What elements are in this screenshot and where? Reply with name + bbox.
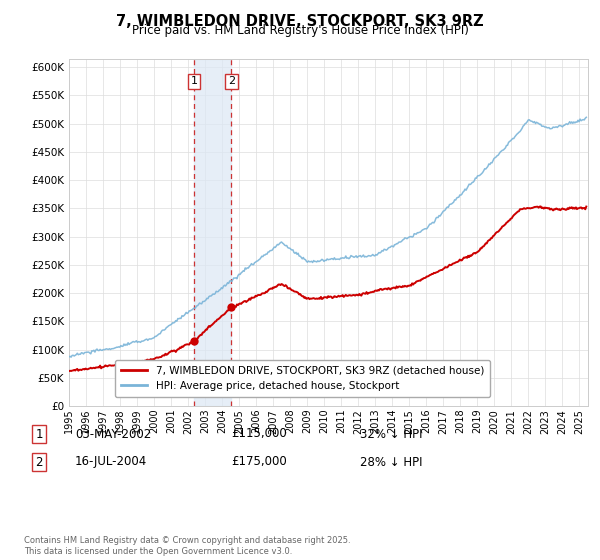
Text: 16-JUL-2004: 16-JUL-2004	[75, 455, 147, 469]
Text: 1: 1	[190, 76, 197, 86]
Text: 03-MAY-2002: 03-MAY-2002	[75, 427, 151, 441]
Bar	[194, 59, 232, 406]
Text: £175,000: £175,000	[231, 455, 287, 469]
Text: Price paid vs. HM Land Registry's House Price Index (HPI): Price paid vs. HM Land Registry's House …	[131, 24, 469, 37]
Text: Contains HM Land Registry data © Crown copyright and database right 2025.
This d: Contains HM Land Registry data © Crown c…	[24, 536, 350, 556]
Text: 32% ↓ HPI: 32% ↓ HPI	[360, 427, 422, 441]
Text: 2: 2	[35, 455, 43, 469]
Text: 2: 2	[228, 76, 235, 86]
Legend: 7, WIMBLEDON DRIVE, STOCKPORT, SK3 9RZ (detached house), HPI: Average price, det: 7, WIMBLEDON DRIVE, STOCKPORT, SK3 9RZ (…	[115, 360, 490, 397]
Text: 1: 1	[35, 427, 43, 441]
Text: 7, WIMBLEDON DRIVE, STOCKPORT, SK3 9RZ: 7, WIMBLEDON DRIVE, STOCKPORT, SK3 9RZ	[116, 14, 484, 29]
Text: £115,000: £115,000	[231, 427, 287, 441]
Text: 28% ↓ HPI: 28% ↓ HPI	[360, 455, 422, 469]
